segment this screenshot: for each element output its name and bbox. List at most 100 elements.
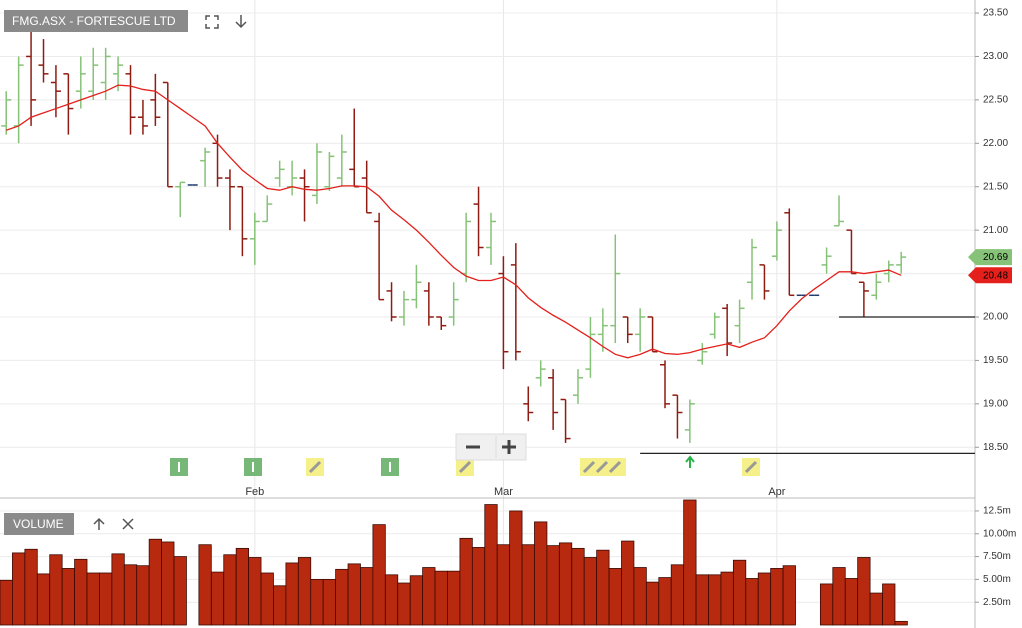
icon-glyph — [744, 460, 758, 474]
icon-glyph — [458, 460, 472, 474]
volume-bar — [360, 567, 374, 626]
x-tick-label: Feb — [245, 486, 264, 498]
y-tick-label: 5.00m — [983, 574, 1011, 585]
volume-bar — [61, 568, 75, 626]
y-tick-label: 22.00 — [983, 138, 1008, 149]
move-up-button[interactable] — [93, 517, 105, 530]
volume-bar — [24, 548, 38, 626]
volume-bar — [285, 562, 299, 626]
volume-bar — [608, 568, 622, 626]
y-tick-label: 20.00 — [983, 312, 1008, 323]
volume-bar — [434, 570, 448, 626]
volume-bar — [49, 554, 63, 626]
volume-bar — [683, 499, 697, 626]
volume-bar — [136, 565, 150, 626]
volume-bar — [484, 504, 498, 626]
volume-bar — [273, 585, 287, 626]
volume-bar — [347, 563, 361, 626]
volume-bar — [658, 577, 672, 626]
price-badge — [968, 267, 1012, 284]
close-button[interactable] — [122, 518, 134, 530]
volume-bar — [857, 557, 871, 626]
volume-bar — [111, 553, 125, 626]
moving-average — [6, 84, 902, 359]
icon-glyph — [595, 460, 609, 474]
download-button[interactable] — [235, 15, 247, 29]
zoom-control — [455, 433, 527, 461]
signal-arrow — [685, 455, 695, 468]
volume-bar — [99, 572, 113, 626]
volume-bar — [695, 574, 709, 626]
volume-bar — [770, 568, 784, 626]
volume-bar — [645, 581, 660, 626]
x-tick-label: Apr — [768, 486, 785, 498]
icon-glyph — [178, 462, 180, 472]
volume-bar — [596, 549, 610, 626]
y-tick-label: 7.50m — [983, 551, 1011, 562]
y-tick-label: 21.00 — [983, 225, 1008, 236]
volume-bar — [123, 564, 138, 626]
volume-bar — [521, 544, 535, 626]
volume-bar — [534, 521, 548, 626]
volume-bar — [782, 565, 796, 626]
volume-bar — [447, 570, 461, 626]
y-tick-label: 10.00m — [983, 528, 1016, 539]
volume-bar — [372, 524, 386, 626]
volume-bar — [335, 568, 349, 626]
volume-bar — [223, 554, 237, 626]
volume-bar — [571, 547, 585, 626]
volume-bar — [844, 578, 859, 626]
volume-bar — [384, 574, 399, 626]
y-tick-label: 22.50 — [983, 95, 1008, 106]
x-tick-label: Mar — [494, 486, 513, 498]
volume-bar — [869, 592, 883, 626]
title-box — [4, 10, 188, 32]
volume-bar — [0, 579, 13, 626]
y-tick-label: 12.5m — [983, 506, 1011, 517]
volume-bar — [297, 557, 312, 626]
volume-bar — [210, 571, 225, 626]
volume-bar — [248, 557, 262, 626]
volume-bar — [496, 544, 511, 626]
volume-bar — [633, 567, 647, 626]
volume-bar — [757, 572, 772, 626]
fullscreen-button[interactable] — [205, 15, 219, 29]
volume-bar — [322, 578, 337, 626]
price-badge-label: 20.48 — [983, 270, 1008, 281]
volume-bar — [621, 540, 635, 626]
volume-bar — [36, 573, 51, 626]
volume-bar — [558, 542, 573, 626]
y-tick-label: 23.50 — [983, 8, 1008, 19]
volume-bar — [422, 567, 436, 626]
volume-bar — [819, 583, 834, 626]
icon-glyph — [389, 462, 391, 472]
volume-bar — [12, 552, 26, 626]
volume-bar — [235, 547, 249, 626]
volume-bar — [161, 541, 175, 626]
y-tick-label: 21.50 — [983, 181, 1008, 192]
volume-bar — [260, 572, 274, 626]
event-icons — [170, 455, 760, 476]
icon-glyph — [252, 462, 254, 472]
y-tick-label: 2.50m — [983, 597, 1011, 608]
volume-bar — [409, 575, 424, 626]
volume-bar — [708, 574, 722, 626]
volume-bar — [397, 582, 411, 626]
icon-glyph — [582, 460, 596, 474]
volume-bar — [86, 572, 100, 626]
y-tick-label: 18.50 — [983, 442, 1008, 453]
volume-bar — [310, 578, 324, 626]
volume-bar — [173, 556, 187, 626]
volume-bar — [894, 620, 908, 626]
volume-bar — [583, 557, 598, 626]
y-tick-label: 23.00 — [983, 51, 1008, 62]
price-badge — [968, 249, 1012, 266]
icon-glyph — [308, 460, 322, 474]
chart-title: FMG.ASX - FORTESCUE LTD — [12, 14, 176, 28]
volume-bar — [509, 510, 523, 626]
zoom-in[interactable] — [502, 440, 516, 454]
volume-bar — [745, 578, 759, 626]
volume-bar — [720, 571, 734, 626]
